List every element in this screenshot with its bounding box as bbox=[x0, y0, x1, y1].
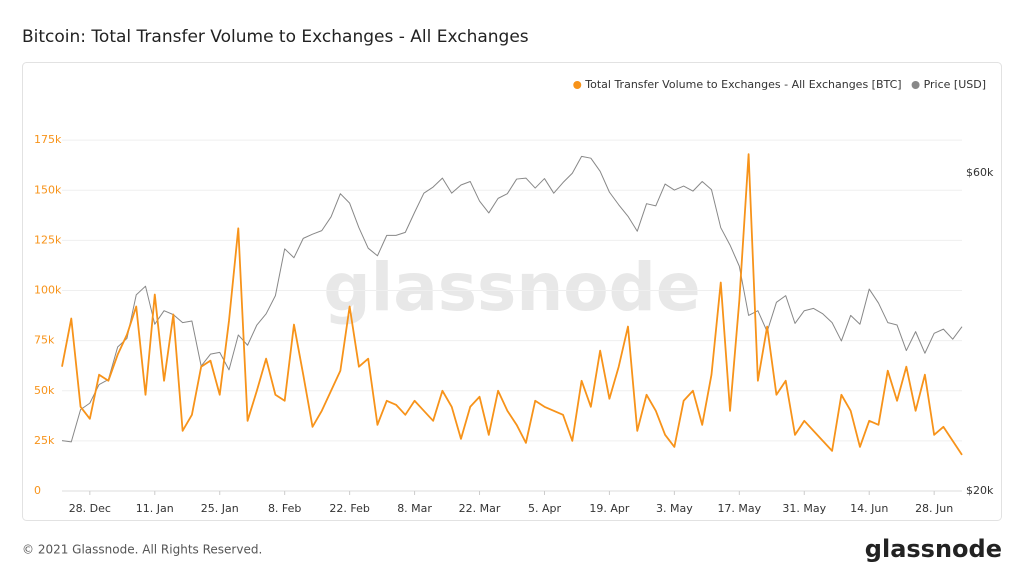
series-line bbox=[61, 153, 963, 456]
chart-title: Bitcoin: Total Transfer Volume to Exchan… bbox=[22, 27, 529, 47]
y-tick-label: 25k bbox=[34, 434, 55, 447]
legend-label: Total Transfer Volume to Exchanges - All… bbox=[584, 78, 901, 91]
legend-marker bbox=[573, 81, 582, 89]
y2-tick-label: $60k bbox=[966, 166, 994, 179]
logo: glassnode bbox=[865, 535, 1002, 563]
x-tick-label: 3. May bbox=[656, 502, 693, 515]
y-tick-label: 50k bbox=[34, 384, 55, 397]
copyright: © 2021 Glassnode. All Rights Reserved. bbox=[22, 543, 262, 557]
x-tick-label: 19. Apr bbox=[589, 502, 629, 515]
chart-panel bbox=[22, 62, 1002, 521]
y-tick-label: 75k bbox=[34, 334, 55, 347]
y2-tick-label: $20k bbox=[966, 484, 994, 497]
legend-label: Price [USD] bbox=[924, 78, 986, 91]
y-tick-label: 175k bbox=[34, 133, 62, 146]
x-tick-label: 11. Jan bbox=[136, 502, 174, 515]
x-tick-label: 25. Jan bbox=[201, 502, 239, 515]
x-tick-label: 22. Feb bbox=[329, 502, 369, 515]
x-tick-label: 14. Jun bbox=[850, 502, 888, 515]
x-tick-label: 28. Jun bbox=[915, 502, 953, 515]
x-tick-label: 28. Dec bbox=[69, 502, 111, 515]
x-tick-label: 5. Apr bbox=[528, 502, 561, 515]
x-tick-label: 22. Mar bbox=[459, 502, 501, 515]
legend-marker bbox=[911, 81, 920, 89]
x-tick-label: 8. Mar bbox=[397, 502, 432, 515]
watermark: glassnode bbox=[323, 249, 700, 326]
x-tick-label: 17. May bbox=[717, 502, 761, 515]
x-tick-label: 8. Feb bbox=[268, 502, 301, 515]
y-tick-label: 100k bbox=[34, 284, 62, 297]
y-tick-label: 150k bbox=[34, 183, 62, 196]
series-line bbox=[61, 155, 963, 443]
y-tick-label: 125k bbox=[34, 233, 62, 246]
y-tick-label: 0 bbox=[34, 484, 41, 497]
x-tick-label: 31. May bbox=[782, 502, 826, 515]
